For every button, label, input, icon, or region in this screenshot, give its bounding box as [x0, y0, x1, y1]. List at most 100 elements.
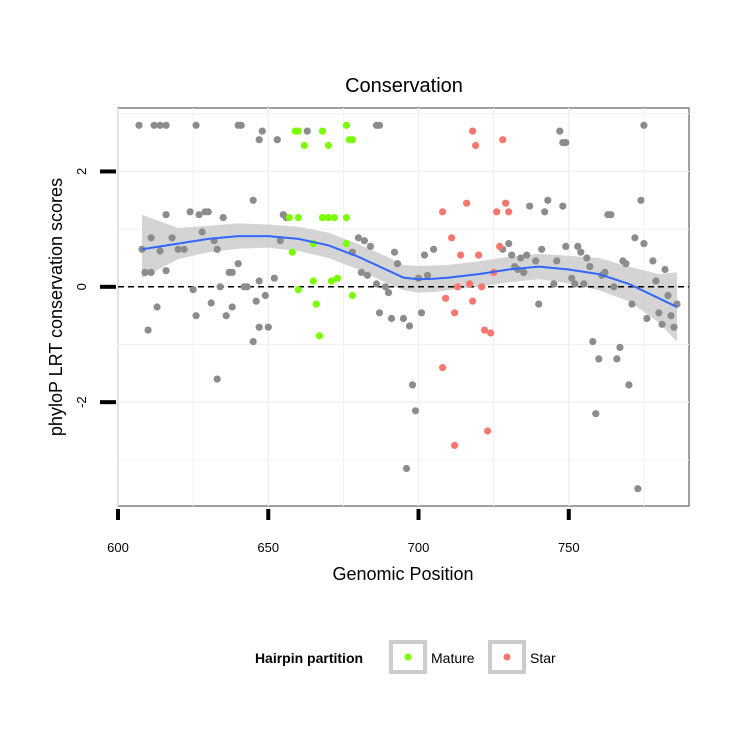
- data-point-other: [408, 381, 417, 389]
- data-point-other: [189, 286, 197, 294]
- data-point-other: [556, 127, 564, 135]
- data-point-other: [192, 312, 200, 320]
- data-point-star: [451, 441, 459, 449]
- data-point-other: [252, 297, 260, 305]
- data-point-other: [375, 121, 384, 129]
- data-point-other: [162, 267, 170, 275]
- data-point-other: [357, 268, 365, 276]
- data-point-other: [430, 245, 438, 253]
- chart-title: Conservation: [345, 75, 463, 97]
- data-point-other: [628, 300, 636, 308]
- data-point-star: [496, 242, 504, 250]
- data-point-mature: [330, 214, 338, 222]
- data-point-other: [553, 257, 561, 265]
- data-point-other: [562, 242, 570, 250]
- data-point-other: [153, 303, 161, 311]
- legend-dot-mature: [404, 653, 412, 661]
- data-point-other: [550, 280, 558, 288]
- data-point-other: [276, 237, 284, 245]
- data-point-other: [592, 410, 600, 418]
- data-point-mature: [327, 277, 335, 285]
- data-point-other: [180, 245, 188, 253]
- data-point-other: [216, 283, 224, 291]
- x-axis-label: Genomic Position: [332, 564, 473, 584]
- data-point-star: [505, 208, 513, 216]
- data-point-star: [502, 199, 510, 207]
- data-point-star: [439, 208, 447, 216]
- data-point-other: [417, 309, 426, 317]
- data-point-other: [261, 291, 269, 300]
- data-point-other: [541, 208, 549, 216]
- y-tick-label: 0: [74, 283, 89, 290]
- data-point-other: [574, 242, 582, 250]
- data-point-other: [192, 121, 200, 129]
- data-point-mature: [309, 277, 317, 285]
- data-point-other: [423, 271, 432, 279]
- data-point-other: [228, 268, 236, 276]
- data-point-other: [649, 257, 657, 265]
- data-point-mature: [348, 291, 356, 300]
- legend-label-star: Star: [530, 650, 556, 666]
- data-point-mature: [348, 136, 356, 144]
- data-point-other: [162, 121, 170, 129]
- data-point-other: [213, 375, 221, 383]
- data-point-other: [168, 234, 176, 242]
- data-point-star: [487, 329, 495, 337]
- data-point-other: [535, 300, 543, 308]
- data-point-mature: [333, 274, 341, 282]
- data-point-other: [568, 274, 576, 282]
- data-point-other: [670, 323, 678, 331]
- data-point-mature: [318, 214, 326, 222]
- x-tick-label: 750: [558, 540, 580, 555]
- data-point-other: [637, 196, 645, 204]
- data-point-other: [613, 355, 621, 363]
- data-point-other: [372, 280, 381, 288]
- data-point-other: [517, 254, 525, 262]
- data-point-star: [457, 251, 465, 259]
- data-point-mature: [318, 127, 326, 135]
- data-point-star: [463, 199, 471, 207]
- data-point-other: [387, 314, 396, 323]
- data-point-other: [147, 268, 155, 276]
- y-tick-label: -2: [74, 396, 89, 408]
- data-point-other: [661, 265, 669, 274]
- data-point-other: [631, 234, 639, 242]
- data-point-other: [249, 338, 257, 346]
- data-point-other: [667, 312, 675, 320]
- data-point-other: [243, 283, 251, 291]
- data-point-other: [562, 139, 570, 147]
- data-point-other: [610, 283, 618, 291]
- data-point-other: [616, 343, 624, 351]
- data-point-star: [451, 309, 459, 317]
- data-point-other: [595, 355, 603, 363]
- data-point-other: [508, 251, 516, 259]
- data-point-other: [255, 277, 263, 285]
- data-point-other: [141, 268, 149, 276]
- data-point-other: [255, 323, 263, 331]
- data-point-other: [219, 214, 227, 222]
- data-point-other: [384, 289, 393, 297]
- legend-label-mature: Mature: [431, 650, 475, 666]
- data-point-star: [478, 283, 486, 291]
- data-point-other: [375, 309, 384, 317]
- data-point-other: [532, 257, 540, 265]
- legend-dot-star: [503, 653, 511, 661]
- data-point-other: [601, 268, 609, 276]
- axes: 600 650 700 750 -2 0 2: [74, 168, 580, 555]
- data-point-other: [420, 251, 429, 259]
- data-point-other: [195, 211, 203, 219]
- data-point-mature: [294, 127, 302, 135]
- data-point-other: [655, 309, 663, 317]
- data-point-star: [469, 297, 477, 305]
- data-point-mature: [294, 286, 302, 294]
- data-point-other: [156, 121, 164, 129]
- data-point-other: [237, 121, 245, 129]
- data-point-other: [264, 323, 272, 331]
- data-point-other: [360, 237, 368, 245]
- data-point-other: [640, 240, 648, 248]
- data-point-other: [144, 326, 152, 334]
- data-point-other: [577, 248, 585, 256]
- data-point-other: [402, 464, 411, 473]
- data-point-other: [162, 211, 170, 219]
- data-point-other: [303, 127, 311, 135]
